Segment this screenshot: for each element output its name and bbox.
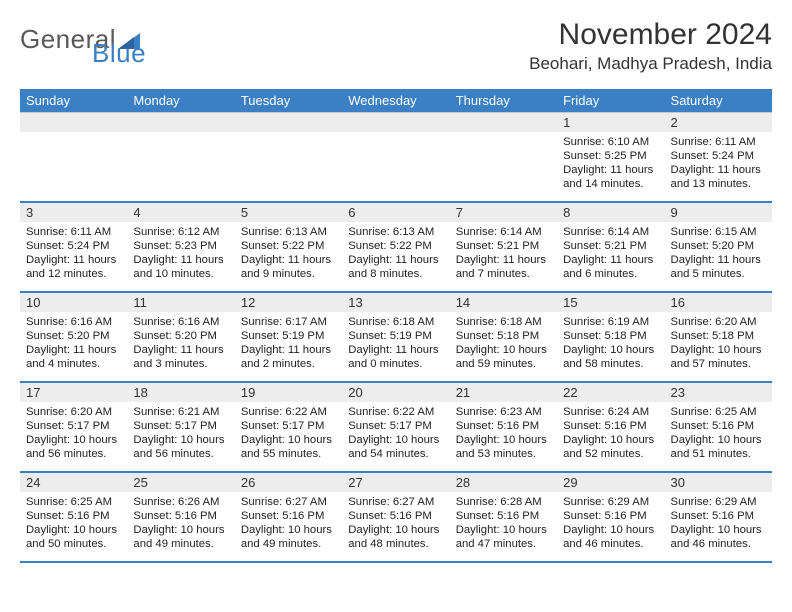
day-cell xyxy=(235,132,342,202)
day-cell: Sunrise: 6:15 AM Sunset: 5:20 PM Dayligh… xyxy=(665,222,772,292)
day-cell xyxy=(20,132,127,202)
day-content-row: Sunrise: 6:11 AM Sunset: 5:24 PM Dayligh… xyxy=(20,222,772,292)
day-number: 3 xyxy=(20,202,127,222)
day-number xyxy=(20,113,127,133)
day-cell: Sunrise: 6:27 AM Sunset: 5:16 PM Dayligh… xyxy=(235,492,342,562)
day-header: Saturday xyxy=(665,89,772,113)
day-cell: Sunrise: 6:18 AM Sunset: 5:19 PM Dayligh… xyxy=(342,312,449,382)
day-cell: Sunrise: 6:14 AM Sunset: 5:21 PM Dayligh… xyxy=(557,222,664,292)
day-header: Sunday xyxy=(20,89,127,113)
day-content-row: Sunrise: 6:25 AM Sunset: 5:16 PM Dayligh… xyxy=(20,492,772,562)
calendar-table: Sunday Monday Tuesday Wednesday Thursday… xyxy=(20,89,772,563)
day-number: 9 xyxy=(665,202,772,222)
day-number: 7 xyxy=(450,202,557,222)
day-number: 12 xyxy=(235,292,342,312)
logo-text-blue: Blue xyxy=(24,38,146,68)
day-number: 4 xyxy=(127,202,234,222)
day-number: 17 xyxy=(20,382,127,402)
day-number: 23 xyxy=(665,382,772,402)
day-number: 20 xyxy=(342,382,449,402)
day-number-row: 12 xyxy=(20,113,772,133)
day-number: 21 xyxy=(450,382,557,402)
day-number xyxy=(342,113,449,133)
day-header: Thursday xyxy=(450,89,557,113)
day-cell: Sunrise: 6:28 AM Sunset: 5:16 PM Dayligh… xyxy=(450,492,557,562)
day-cell: Sunrise: 6:20 AM Sunset: 5:18 PM Dayligh… xyxy=(665,312,772,382)
title-block: November 2024 Beohari, Madhya Pradesh, I… xyxy=(529,18,772,74)
day-number xyxy=(235,113,342,133)
day-cell: Sunrise: 6:13 AM Sunset: 5:22 PM Dayligh… xyxy=(342,222,449,292)
day-number: 16 xyxy=(665,292,772,312)
day-number-row: 3456789 xyxy=(20,202,772,222)
day-cell: Sunrise: 6:14 AM Sunset: 5:21 PM Dayligh… xyxy=(450,222,557,292)
day-number: 18 xyxy=(127,382,234,402)
day-number: 15 xyxy=(557,292,664,312)
day-number xyxy=(450,113,557,133)
day-cell xyxy=(127,132,234,202)
day-cell: Sunrise: 6:19 AM Sunset: 5:18 PM Dayligh… xyxy=(557,312,664,382)
day-number: 14 xyxy=(450,292,557,312)
day-cell: Sunrise: 6:16 AM Sunset: 5:20 PM Dayligh… xyxy=(127,312,234,382)
day-number xyxy=(127,113,234,133)
day-number-row: 17181920212223 xyxy=(20,382,772,402)
day-cell: Sunrise: 6:22 AM Sunset: 5:17 PM Dayligh… xyxy=(342,402,449,472)
day-cell: Sunrise: 6:18 AM Sunset: 5:18 PM Dayligh… xyxy=(450,312,557,382)
day-cell: Sunrise: 6:17 AM Sunset: 5:19 PM Dayligh… xyxy=(235,312,342,382)
day-header: Wednesday xyxy=(342,89,449,113)
day-cell: Sunrise: 6:20 AM Sunset: 5:17 PM Dayligh… xyxy=(20,402,127,472)
day-number: 27 xyxy=(342,472,449,492)
day-cell: Sunrise: 6:27 AM Sunset: 5:16 PM Dayligh… xyxy=(342,492,449,562)
day-number: 19 xyxy=(235,382,342,402)
day-number-row: 24252627282930 xyxy=(20,472,772,492)
day-number: 13 xyxy=(342,292,449,312)
day-cell: Sunrise: 6:29 AM Sunset: 5:16 PM Dayligh… xyxy=(665,492,772,562)
day-number: 28 xyxy=(450,472,557,492)
day-number: 11 xyxy=(127,292,234,312)
day-cell: Sunrise: 6:22 AM Sunset: 5:17 PM Dayligh… xyxy=(235,402,342,472)
day-cell: Sunrise: 6:25 AM Sunset: 5:16 PM Dayligh… xyxy=(665,402,772,472)
day-cell: Sunrise: 6:10 AM Sunset: 5:25 PM Dayligh… xyxy=(557,132,664,202)
day-cell: Sunrise: 6:12 AM Sunset: 5:23 PM Dayligh… xyxy=(127,222,234,292)
day-content-row: Sunrise: 6:10 AM Sunset: 5:25 PM Dayligh… xyxy=(20,132,772,202)
day-number: 26 xyxy=(235,472,342,492)
day-header: Monday xyxy=(127,89,234,113)
day-header: Tuesday xyxy=(235,89,342,113)
day-number: 30 xyxy=(665,472,772,492)
day-header-row: Sunday Monday Tuesday Wednesday Thursday… xyxy=(20,89,772,113)
day-cell: Sunrise: 6:16 AM Sunset: 5:20 PM Dayligh… xyxy=(20,312,127,382)
day-number: 10 xyxy=(20,292,127,312)
day-number: 22 xyxy=(557,382,664,402)
day-cell xyxy=(342,132,449,202)
day-number: 2 xyxy=(665,113,772,133)
day-number: 24 xyxy=(20,472,127,492)
day-cell: Sunrise: 6:24 AM Sunset: 5:16 PM Dayligh… xyxy=(557,402,664,472)
location: Beohari, Madhya Pradesh, India xyxy=(529,54,772,74)
day-number: 29 xyxy=(557,472,664,492)
day-cell: Sunrise: 6:26 AM Sunset: 5:16 PM Dayligh… xyxy=(127,492,234,562)
day-cell: Sunrise: 6:13 AM Sunset: 5:22 PM Dayligh… xyxy=(235,222,342,292)
day-cell: Sunrise: 6:21 AM Sunset: 5:17 PM Dayligh… xyxy=(127,402,234,472)
day-cell: Sunrise: 6:29 AM Sunset: 5:16 PM Dayligh… xyxy=(557,492,664,562)
day-number-row: 10111213141516 xyxy=(20,292,772,312)
day-content-row: Sunrise: 6:20 AM Sunset: 5:17 PM Dayligh… xyxy=(20,402,772,472)
day-number: 25 xyxy=(127,472,234,492)
day-number: 1 xyxy=(557,113,664,133)
day-number: 8 xyxy=(557,202,664,222)
day-content-row: Sunrise: 6:16 AM Sunset: 5:20 PM Dayligh… xyxy=(20,312,772,382)
day-cell xyxy=(450,132,557,202)
day-cell: Sunrise: 6:11 AM Sunset: 5:24 PM Dayligh… xyxy=(20,222,127,292)
day-number: 6 xyxy=(342,202,449,222)
day-cell: Sunrise: 6:23 AM Sunset: 5:16 PM Dayligh… xyxy=(450,402,557,472)
day-cell: Sunrise: 6:25 AM Sunset: 5:16 PM Dayligh… xyxy=(20,492,127,562)
day-cell: Sunrise: 6:11 AM Sunset: 5:24 PM Dayligh… xyxy=(665,132,772,202)
day-number: 5 xyxy=(235,202,342,222)
day-header: Friday xyxy=(557,89,664,113)
month-title: November 2024 xyxy=(529,18,772,52)
